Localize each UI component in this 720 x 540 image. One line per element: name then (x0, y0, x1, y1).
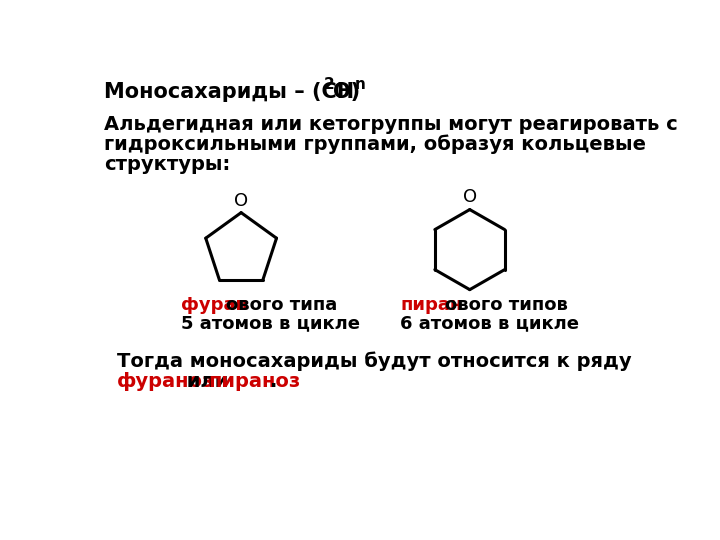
Text: Тогда моносахариды будут относится к ряду: Тогда моносахариды будут относится к ряд… (117, 351, 631, 371)
Text: или: или (180, 372, 235, 391)
Text: Альдегидная или кетогруппы могут реагировать с: Альдегидная или кетогруппы могут реагиро… (104, 115, 678, 134)
Text: 6 атомов в цикле: 6 атомов в цикле (400, 314, 579, 332)
Text: ового типов: ового типов (445, 296, 568, 314)
Text: 5 атомов в цикле: 5 атомов в цикле (181, 314, 361, 332)
Text: фуран: фуран (181, 296, 248, 314)
Text: пираноз: пираноз (209, 372, 301, 391)
Text: O: O (234, 192, 248, 210)
Text: гидроксильными группами, образуя кольцевые: гидроксильными группами, образуя кольцев… (104, 135, 646, 154)
Text: Моносахариды – (CH: Моносахариды – (CH (104, 82, 354, 102)
Text: .: . (270, 372, 277, 391)
Text: O: O (463, 188, 477, 206)
Text: 2: 2 (323, 77, 334, 92)
Text: пиран: пиран (400, 296, 462, 314)
Text: O): O) (333, 82, 360, 102)
Text: ового типа: ового типа (226, 296, 338, 314)
Text: структуры:: структуры: (104, 155, 230, 174)
Text: фураноз: фураноз (117, 372, 215, 391)
Text: n: n (354, 77, 365, 92)
